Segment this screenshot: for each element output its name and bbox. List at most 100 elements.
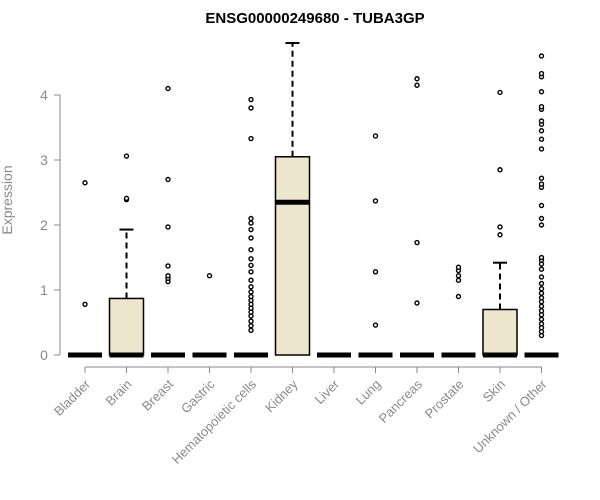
outlier-point bbox=[248, 226, 254, 233]
outlier-point bbox=[538, 181, 545, 187]
outlier-point bbox=[248, 277, 254, 283]
outlier-point bbox=[538, 286, 545, 292]
outlier-point bbox=[372, 198, 379, 204]
x-tick-label: Bladder bbox=[51, 376, 94, 419]
outlier-point bbox=[372, 133, 379, 139]
outlier-point bbox=[248, 215, 254, 222]
outlier-point bbox=[372, 269, 379, 275]
x-tick-label: Prostate bbox=[422, 377, 467, 422]
box-group bbox=[441, 264, 476, 358]
outlier-point bbox=[455, 264, 462, 270]
outlier-point bbox=[165, 85, 171, 92]
box-group bbox=[524, 53, 559, 358]
outlier-point bbox=[497, 89, 503, 96]
x-tick-label: Pancreas bbox=[376, 376, 426, 426]
outlier-point bbox=[414, 82, 420, 88]
outlier-point bbox=[538, 254, 545, 261]
outlier-point bbox=[455, 273, 462, 279]
outlier-point bbox=[248, 269, 254, 275]
x-tick-label: Breast bbox=[139, 376, 176, 413]
outlier-point bbox=[538, 146, 545, 152]
outlier-point bbox=[248, 323, 254, 329]
y-tick-label: 0 bbox=[40, 347, 48, 363]
outlier-point bbox=[538, 175, 545, 181]
y-tick-label: 4 bbox=[40, 87, 48, 103]
box-group bbox=[68, 180, 102, 358]
x-tick-label: Brain bbox=[103, 377, 135, 409]
box-group bbox=[358, 133, 393, 358]
x-tick-label: Gastric bbox=[178, 376, 218, 416]
x-tick-label: Unknown / Other bbox=[470, 376, 550, 456]
outlier-point bbox=[248, 293, 254, 300]
box-group bbox=[192, 273, 227, 358]
outlier-point bbox=[165, 273, 171, 279]
outlier-point bbox=[538, 280, 545, 287]
outlier-point bbox=[455, 277, 462, 283]
outlier-point bbox=[248, 96, 254, 103]
box-iqr bbox=[482, 308, 518, 356]
outlier-point bbox=[538, 136, 545, 142]
outlier-point bbox=[414, 76, 420, 82]
outlier-point bbox=[497, 224, 503, 230]
outlier-point bbox=[538, 202, 545, 209]
box-group bbox=[108, 153, 145, 358]
outlier-point bbox=[538, 89, 545, 95]
outlier-point bbox=[248, 235, 254, 241]
outlier-point bbox=[538, 118, 545, 124]
outlier-point bbox=[82, 301, 88, 307]
box-group bbox=[482, 89, 518, 358]
outlier-point bbox=[455, 293, 462, 300]
outlier-point bbox=[248, 289, 254, 295]
box-iqr bbox=[274, 156, 311, 356]
outlier-point bbox=[538, 316, 545, 322]
outlier-point bbox=[538, 70, 545, 77]
outlier-point bbox=[538, 222, 545, 228]
y-tick-label: 1 bbox=[40, 282, 48, 298]
outlier-point bbox=[248, 318, 254, 324]
outlier-point bbox=[248, 220, 254, 226]
outlier-point bbox=[372, 322, 379, 328]
outlier-point bbox=[165, 176, 171, 183]
outlier-point bbox=[82, 180, 88, 186]
box-group bbox=[274, 42, 311, 356]
box-group bbox=[400, 76, 434, 358]
boxes-layer bbox=[68, 42, 559, 358]
outlier-point bbox=[123, 153, 130, 159]
outlier-point bbox=[538, 308, 545, 314]
y-axis: 0 1 2 3 4 bbox=[40, 87, 61, 363]
outlier-point bbox=[206, 273, 213, 279]
outlier-point bbox=[538, 103, 545, 110]
x-tick-label: Lung bbox=[353, 377, 384, 408]
outlier-point bbox=[414, 239, 420, 246]
outlier-point bbox=[165, 224, 171, 230]
outlier-point bbox=[538, 303, 545, 309]
y-axis-label: Expression bbox=[0, 165, 15, 234]
outlier-point bbox=[248, 105, 254, 111]
outlier-point bbox=[123, 195, 130, 202]
outlier-point bbox=[165, 263, 171, 269]
outlier-point bbox=[248, 135, 254, 142]
outlier-point bbox=[248, 256, 254, 262]
outlier-point bbox=[538, 321, 545, 327]
box-group bbox=[234, 96, 268, 358]
x-tick-label: Skin bbox=[480, 377, 508, 405]
box-group bbox=[151, 85, 185, 358]
x-tick-label: Liver bbox=[312, 376, 343, 407]
outlier-point bbox=[248, 284, 254, 290]
y-tick-label: 3 bbox=[40, 152, 48, 168]
y-tick-label: 2 bbox=[40, 217, 48, 233]
outlier-point bbox=[538, 266, 545, 272]
outlier-point bbox=[248, 327, 254, 333]
outlier-point bbox=[538, 128, 545, 134]
outlier-point bbox=[538, 274, 545, 280]
outlier-point bbox=[414, 300, 420, 306]
outlier-point bbox=[538, 215, 545, 222]
outlier-point bbox=[497, 232, 503, 238]
outlier-point bbox=[248, 262, 254, 268]
outlier-point bbox=[538, 290, 545, 296]
box-iqr bbox=[108, 297, 145, 356]
outlier-point bbox=[497, 167, 503, 173]
chart-title: ENSG00000249680 - TUBA3GP bbox=[205, 10, 424, 27]
